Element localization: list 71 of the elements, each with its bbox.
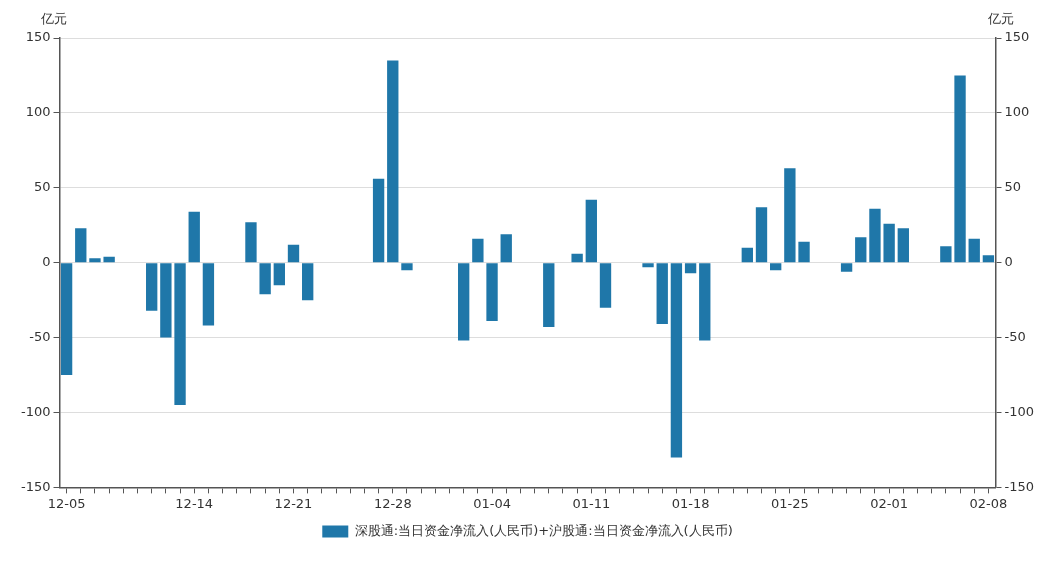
- bar: [656, 263, 668, 325]
- bar: [543, 263, 555, 328]
- bar: [287, 244, 300, 263]
- bar: [472, 238, 484, 263]
- bar: [883, 223, 895, 263]
- bar: [840, 263, 853, 272]
- bar: [302, 263, 314, 301]
- y2-tick-label: -50: [1004, 328, 1026, 344]
- y-tick-label: -100: [20, 403, 51, 419]
- bar: [897, 228, 909, 263]
- bar: [202, 263, 215, 326]
- bar: [401, 263, 413, 271]
- bar: [968, 238, 980, 263]
- x-tick-label: 01-18: [671, 495, 710, 511]
- bar: [103, 256, 115, 263]
- y-tick-label: 0: [42, 254, 51, 270]
- bar: [954, 75, 966, 263]
- bar: [458, 263, 470, 341]
- y2-tick-label: 0: [1004, 254, 1013, 270]
- bar: [571, 253, 583, 263]
- bar: [273, 263, 285, 286]
- bar: [60, 263, 73, 376]
- bar: [160, 263, 172, 338]
- bar: [599, 263, 612, 308]
- bar: [146, 263, 158, 311]
- y2-tick-label: 50: [1004, 179, 1022, 195]
- bar: [259, 263, 271, 295]
- bar: [188, 211, 200, 263]
- x-tick-label: 12-05: [47, 495, 86, 511]
- x-tick-label: 02-01: [870, 495, 909, 511]
- x-tick-label: 12-21: [274, 495, 313, 511]
- x-tick-label: 01-11: [572, 495, 611, 511]
- y-axis-title: 亿元: [39, 10, 67, 26]
- bar: [770, 263, 782, 271]
- bar: [940, 246, 952, 263]
- x-tick-label: 01-25: [770, 495, 809, 511]
- x-tick-label: 02-08: [969, 495, 1008, 511]
- bar: [372, 178, 385, 263]
- bar: [75, 228, 87, 263]
- y2-tick-label: -150: [1004, 478, 1035, 494]
- bar: [798, 241, 810, 263]
- bar: [486, 263, 498, 322]
- legend-label: 深股通:当日资金净流入(人民币)+沪股通:当日资金净流入(人民币): [354, 522, 733, 538]
- y2-axis-title: 亿元: [987, 10, 1015, 26]
- bar: [174, 263, 186, 406]
- y-tick-label: 50: [33, 179, 51, 195]
- bar: [89, 258, 101, 263]
- y2-tick-label: -100: [1004, 403, 1035, 419]
- bar: [500, 234, 512, 263]
- bar: [699, 263, 711, 341]
- x-tick-label: 12-14: [175, 495, 214, 511]
- bar: [855, 237, 867, 263]
- y-tick-label: 150: [25, 29, 51, 45]
- x-tick-label: 01-04: [473, 495, 511, 511]
- y2-tick-label: 150: [1004, 29, 1030, 45]
- bar: [642, 263, 654, 268]
- bar: [684, 263, 697, 274]
- bar: [670, 263, 683, 458]
- bar: [982, 255, 995, 263]
- y2-tick-label: 100: [1004, 104, 1030, 120]
- bar: [869, 208, 881, 263]
- bar: [387, 60, 399, 263]
- bar: [245, 222, 257, 263]
- y-tick-label: -50: [29, 328, 51, 344]
- bar: [585, 199, 597, 263]
- y-tick-label: -150: [20, 478, 51, 494]
- bar: [755, 207, 768, 263]
- bar: [741, 247, 753, 263]
- bar: [784, 168, 796, 263]
- y-tick-label: 100: [25, 104, 51, 120]
- x-tick-label: 12-28: [373, 495, 412, 511]
